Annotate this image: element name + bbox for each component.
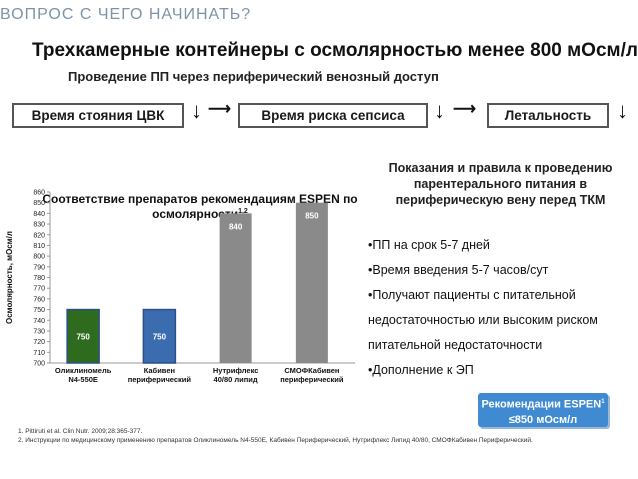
bar <box>219 213 252 363</box>
x-category-label: N4-550E <box>68 375 98 384</box>
x-category-label: Кабивен <box>144 366 175 375</box>
down-arrow-icon: ↓ <box>617 98 628 123</box>
y-tick-label: 820 <box>33 232 45 239</box>
bar-value-label: 840 <box>229 222 243 231</box>
indication-item: •Получают пациенты с питательной <box>368 288 576 302</box>
bar <box>66 308 100 364</box>
x-category-label: Оликлиномель <box>55 366 112 375</box>
x-category-label: СМОФКабивен <box>284 366 339 375</box>
flow-box-cvc-time: Время стояния ЦВК <box>12 103 184 128</box>
indications-title: Показания и правила к проведению паренте… <box>388 161 613 207</box>
references: 1. Pittiruti et al. Clin Nutr. 2009;28:3… <box>18 427 533 445</box>
chart-title-superscript: 1,2 <box>238 208 248 215</box>
espen-recommendation-badge: Рекомендации ESPEN1 ≤850 мОсм/л <box>478 393 608 427</box>
indications-list: •ПП на срок 5-7 дней •Время введения 5-7… <box>368 233 638 383</box>
y-tick-label: 790 <box>33 264 45 271</box>
y-tick-label: 770 <box>33 286 45 293</box>
down-arrow-icon: ↓ <box>434 98 445 123</box>
reference-item: 2. Инструкции по медицинскому применению… <box>18 437 533 444</box>
x-category-label: периферический <box>128 375 192 384</box>
bar-value-label: 750 <box>76 332 90 341</box>
bar <box>295 202 328 363</box>
indication-item: •Время введения 5-7 часов/сут <box>368 263 549 277</box>
y-tick-label: 810 <box>33 243 45 250</box>
indication-item: питательной недостаточности <box>368 338 543 352</box>
right-arrow-icon: ⟶ <box>208 101 231 118</box>
y-tick-label: 780 <box>33 275 45 282</box>
y-tick-label: 850 <box>33 200 45 207</box>
y-tick-label: 750 <box>33 307 45 314</box>
recommendation-sup: 1 <box>601 399 605 405</box>
flow-box-mortality: Летальность <box>487 103 609 128</box>
x-category-label: периферический <box>280 375 344 384</box>
indication-item: •ПП на срок 5-7 дней <box>368 238 490 252</box>
y-tick-label: 730 <box>33 328 45 335</box>
right-arrow-icon: ⟶ <box>453 101 476 118</box>
reference-item: 1. Pittiruti et al. Clin Nutr. 2009;28:3… <box>18 428 143 435</box>
y-tick-label: 830 <box>33 222 45 229</box>
y-tick-label: 700 <box>33 361 45 368</box>
recommendation-line2: ≤850 мОсм/л <box>508 413 578 426</box>
osmolarity-bar-chart: Соответствие препаратов рекомендациям ES… <box>5 190 358 385</box>
y-tick-label: 720 <box>33 339 45 346</box>
y-tick-label: 840 <box>33 211 45 218</box>
y-tick-label: 760 <box>33 296 45 303</box>
x-category-label: Нутрифлекс <box>213 366 259 375</box>
headline: Трехкамерные контейнеры с осмолярностью … <box>32 40 638 61</box>
indication-item: недостаточностью или высоким риском <box>368 313 598 327</box>
page-title: ВОПРОС С ЧЕГО НАЧИНАТЬ? <box>0 6 252 23</box>
y-axis-label: Осмолярность, мОсм/л <box>5 231 14 324</box>
subheadline: Проведение ПП через периферический веноз… <box>68 69 439 84</box>
y-tick-label: 710 <box>33 350 45 357</box>
flow-box-sepsis-risk: Время риска сепсиса <box>238 103 428 128</box>
indication-item: •Дополнение к ЭП <box>368 363 474 377</box>
chart-title-line1: Соответствие препаратов рекомендациям ES… <box>42 192 357 206</box>
y-tick-label: 860 <box>33 190 45 197</box>
down-arrow-icon: ↓ <box>191 98 202 123</box>
y-tick-label: 800 <box>33 254 45 261</box>
bar-value-label: 750 <box>153 332 167 341</box>
y-tick-label: 740 <box>33 318 45 325</box>
recommendation-line1: Рекомендации ESPEN <box>481 398 602 411</box>
bar-value-label: 850 <box>305 212 319 221</box>
bar <box>142 308 177 364</box>
x-category-label: 40/80 липид <box>214 375 258 384</box>
